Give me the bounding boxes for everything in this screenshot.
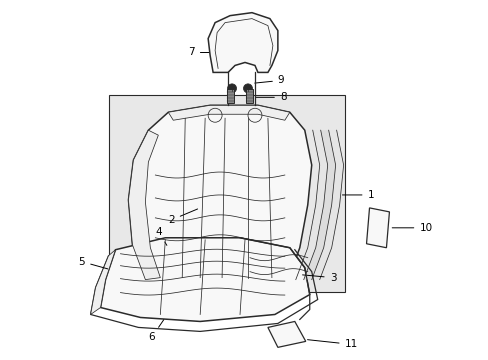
Bar [226,89,233,103]
Text: 2: 2 [168,209,197,225]
Polygon shape [90,250,115,315]
Circle shape [243,84,252,93]
Polygon shape [295,130,327,280]
Text: 3: 3 [302,273,336,283]
Polygon shape [208,13,277,72]
Bar [246,89,253,103]
Circle shape [227,84,236,93]
Polygon shape [311,130,343,280]
Polygon shape [128,130,160,280]
Polygon shape [128,105,311,285]
Text: 5: 5 [79,257,108,269]
Text: 9: 9 [254,75,284,85]
Polygon shape [303,130,335,280]
Polygon shape [366,208,388,248]
Polygon shape [267,321,305,347]
Text: 8: 8 [255,92,286,102]
Polygon shape [101,238,309,321]
Text: 11: 11 [307,339,357,349]
Text: 4: 4 [155,227,166,246]
Text: 10: 10 [391,223,431,233]
Polygon shape [168,105,289,120]
Bar [108,95,344,292]
Text: 7: 7 [188,48,210,58]
Text: 6: 6 [148,320,163,342]
Text: 1: 1 [342,190,373,200]
